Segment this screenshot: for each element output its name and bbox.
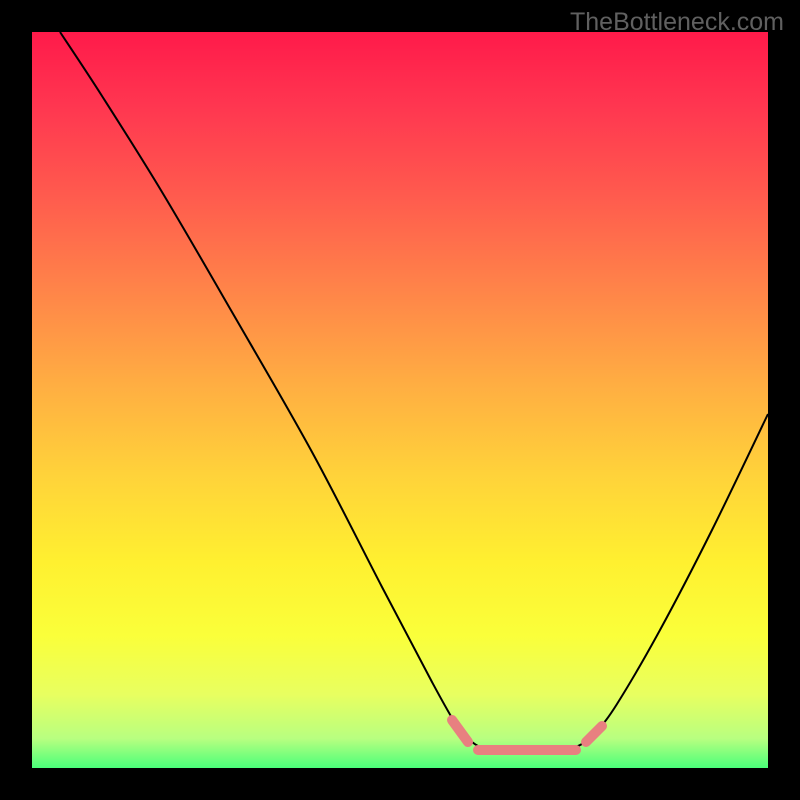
watermark-text: TheBottleneck.com — [570, 8, 784, 37]
highlight-markers — [32, 32, 768, 768]
plot-area — [32, 32, 768, 768]
